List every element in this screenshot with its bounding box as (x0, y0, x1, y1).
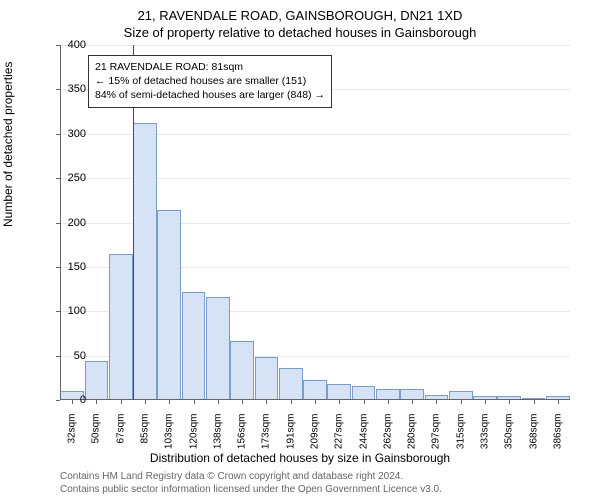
ytick-mark (56, 223, 60, 224)
footer: Contains HM Land Registry data © Crown c… (60, 470, 442, 496)
xtick-mark (194, 400, 195, 404)
ytick-label: 250 (68, 172, 86, 184)
ytick-mark (56, 45, 60, 46)
ytick-label: 400 (68, 39, 86, 51)
xtick-label: 368sqm (528, 414, 539, 454)
ytick-label: 100 (68, 305, 86, 317)
annotation-box: 21 RAVENDALE ROAD: 81sqm ← 15% of detach… (88, 55, 332, 108)
footer-line2: Contains public sector information licen… (60, 483, 442, 496)
xtick-mark (218, 400, 219, 404)
xtick-mark (364, 400, 365, 404)
xtick-label: 120sqm (188, 414, 199, 454)
xtick-label: 191sqm (285, 414, 296, 454)
chart-subtitle: Size of property relative to detached ho… (0, 25, 600, 40)
xtick-label: 262sqm (382, 414, 393, 454)
xtick-mark (72, 400, 73, 404)
xtick-label: 315sqm (455, 414, 466, 454)
xtick-mark (461, 400, 462, 404)
ytick-label: 0 (80, 394, 86, 406)
ytick-label: 350 (68, 83, 86, 95)
xtick-label: 227sqm (334, 414, 345, 454)
annotation-line2: ← 15% of detached houses are smaller (15… (95, 74, 325, 88)
annotation-line3: 84% of semi-detached houses are larger (… (95, 88, 325, 102)
xtick-mark (485, 400, 486, 404)
xtick-mark (169, 400, 170, 404)
xtick-mark (145, 400, 146, 404)
xtick-mark (339, 400, 340, 404)
chart-container: 21, RAVENDALE ROAD, GAINSBOROUGH, DN21 1… (0, 0, 600, 500)
xtick-label: 67sqm (115, 414, 126, 454)
ytick-mark (56, 400, 60, 401)
ytick-mark (56, 267, 60, 268)
ytick-mark (56, 134, 60, 135)
xtick-mark (509, 400, 510, 404)
xtick-label: 32sqm (67, 414, 78, 454)
xtick-mark (242, 400, 243, 404)
xtick-label: 244sqm (358, 414, 369, 454)
xtick-mark (558, 400, 559, 404)
xtick-label: 156sqm (237, 414, 248, 454)
xtick-mark (121, 400, 122, 404)
xtick-label: 280sqm (407, 414, 418, 454)
xtick-label: 138sqm (212, 414, 223, 454)
xtick-mark (436, 400, 437, 404)
xtick-mark (96, 400, 97, 404)
xtick-mark (388, 400, 389, 404)
annotation-line1: 21 RAVENDALE ROAD: 81sqm (95, 60, 325, 74)
ytick-label: 150 (68, 261, 86, 273)
footer-line1: Contains HM Land Registry data © Crown c… (60, 470, 442, 483)
xtick-label: 350sqm (504, 414, 515, 454)
xtick-label: 50sqm (91, 414, 102, 454)
xtick-mark (412, 400, 413, 404)
y-axis-label: Number of detached properties (1, 62, 15, 227)
xtick-label: 297sqm (431, 414, 442, 454)
xtick-mark (266, 400, 267, 404)
ytick-label: 300 (68, 128, 86, 140)
ytick-mark (56, 178, 60, 179)
x-axis-label: Distribution of detached houses by size … (0, 451, 600, 465)
ytick-label: 50 (74, 350, 86, 362)
ytick-mark (56, 311, 60, 312)
ytick-mark (56, 89, 60, 90)
xtick-label: 386sqm (552, 414, 563, 454)
ytick-mark (56, 356, 60, 357)
chart-title: 21, RAVENDALE ROAD, GAINSBOROUGH, DN21 1… (0, 8, 600, 23)
xtick-mark (534, 400, 535, 404)
xtick-mark (315, 400, 316, 404)
xtick-label: 85sqm (140, 414, 151, 454)
xtick-label: 173sqm (261, 414, 272, 454)
xtick-mark (291, 400, 292, 404)
xtick-label: 333sqm (480, 414, 491, 454)
xtick-label: 103sqm (164, 414, 175, 454)
ytick-label: 200 (68, 217, 86, 229)
xtick-label: 209sqm (310, 414, 321, 454)
